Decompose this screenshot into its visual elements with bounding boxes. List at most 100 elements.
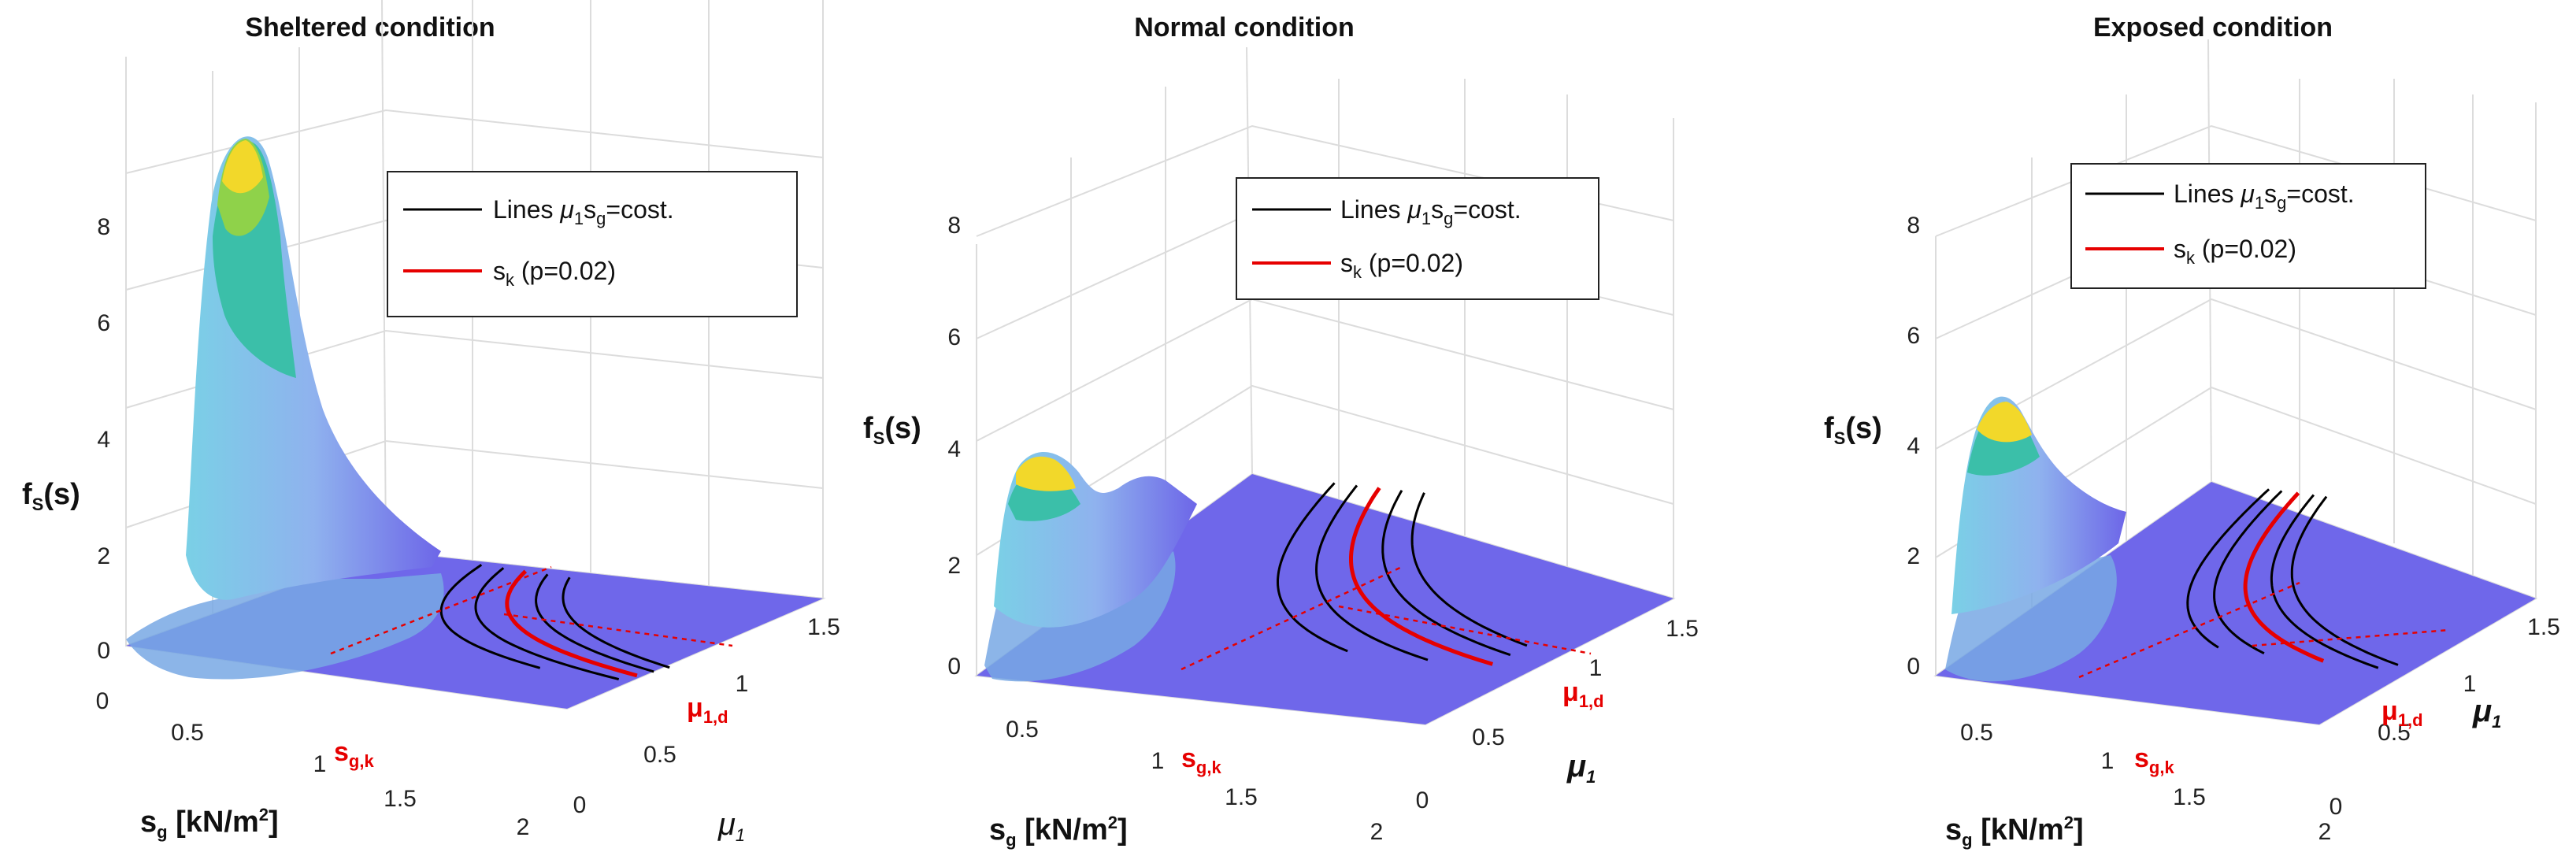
y-axis-label: μ1 (1566, 749, 1596, 787)
constant-line (1410, 492, 1528, 647)
x-axis-label: sg [kN/m2] (140, 805, 279, 842)
z-axis-ticks: 0 2 4 6 8 (1907, 213, 1920, 680)
z-axis-ticks: 0 2 4 6 8 (97, 214, 110, 664)
x-axis-ticks: 0.5 1 1.5 2 (1006, 717, 1383, 845)
x-tick-label: 1 (313, 751, 327, 777)
legend: Lines μ1sg=cost. sk (p=0.02) (2070, 163, 2426, 289)
constant-line (1381, 489, 1511, 657)
surface-peak-top (1016, 456, 1076, 491)
z-tick-label: 0 (1907, 654, 1920, 680)
x-tick-label: 0 (96, 688, 109, 714)
x-tick-label: 1.5 (2173, 784, 2206, 810)
ref-lines (2078, 581, 2450, 679)
z-axis-label: fS(s) (22, 478, 80, 514)
chart-title: Exposed condition (2093, 13, 2333, 43)
mu1d-annotation: μ1,d (2381, 696, 2423, 730)
y-tick-label: 1.5 (807, 614, 840, 640)
y-axis-ticks: 0 0.5 1 1.5 (573, 614, 840, 818)
sgk-annotation: sg,k (1181, 743, 1221, 777)
ref-lines (1181, 565, 1592, 671)
z-tick-label: 8 (947, 213, 961, 239)
legend: Lines μ1sg=cost. sk (p=0.02) (387, 171, 798, 317)
constant-lines (439, 564, 670, 681)
y-axis-ticks: 0 0.5 1 1.5 (1416, 616, 1699, 813)
chart-title: Normal condition (1134, 13, 1355, 43)
chart-title: Sheltered condition (245, 13, 495, 43)
y-tick-label: 1 (2463, 671, 2477, 697)
z-tick-label: 6 (1907, 323, 1920, 349)
z-tick-label: 4 (1907, 433, 1920, 459)
z-tick-label: 0 (97, 638, 110, 664)
constant-line (562, 576, 670, 669)
z-axis-label: fS(s) (863, 412, 921, 448)
x-tick-label: 0.5 (1960, 720, 1993, 746)
panel-sheltered: Sheltered condition 0 (22, 0, 840, 845)
z-tick-label: 0 (947, 654, 961, 680)
legend-entry-lines: Lines μ1sg=cost. (2174, 180, 2355, 213)
constant-line (439, 564, 541, 669)
x-tick-label: 2 (2318, 819, 2332, 845)
y-axis-ticks: 0 0.5 1 1.5 (2330, 614, 2560, 820)
surface-base-glow (126, 573, 444, 680)
legend: Lines μ1sg=cost. sk (p=0.02) (1236, 177, 1599, 300)
y-axis-label: μ1 (2472, 694, 2501, 732)
z-tick-label: 6 (947, 324, 961, 350)
x-axis-ticks: 0.5 1 1.5 2 (1960, 720, 2331, 845)
z-axis-label: fS(s) (1824, 412, 1882, 448)
y-tick-label: 0 (2330, 794, 2343, 820)
y-tick-label: 1.5 (2527, 614, 2560, 640)
sk-line (1349, 487, 1494, 666)
y-axis-label: μ1 (717, 807, 745, 845)
surface-peak-top (222, 140, 263, 194)
z-tick-label: 2 (1907, 543, 1920, 569)
x-tick-label: 0.5 (171, 720, 204, 746)
constant-line (2186, 488, 2270, 649)
y-tick-label: 0.5 (643, 742, 676, 768)
x-tick-label: 1 (1151, 748, 1165, 774)
constant-line (1277, 482, 1348, 653)
surface (1936, 396, 2536, 724)
constant-lines (2186, 488, 2399, 669)
z-tick-label: 2 (947, 553, 961, 579)
mu1d-annotation: μ1,d (1562, 677, 1604, 711)
legend-entry-sk: sk (p=0.02) (2174, 235, 2296, 268)
z-tick-label: 4 (97, 427, 110, 453)
sgk-annotation: sg,k (2134, 743, 2174, 777)
z-tick-label: 4 (947, 436, 961, 462)
constant-line (2213, 490, 2283, 655)
x-axis-ticks: 0 0.5 1 1.5 2 (96, 688, 530, 840)
surface-floor (1936, 482, 2536, 724)
sgk-annotation: sg,k (334, 737, 374, 771)
legend-entry-lines: Lines μ1sg=cost. (493, 195, 674, 228)
constant-line (2270, 494, 2379, 669)
legend-entry-lines: Lines μ1sg=cost. (1340, 195, 1522, 228)
sk-line (2243, 491, 2325, 663)
panel-exposed: Exposed condition 0 2 4 (1824, 13, 2560, 850)
constant-lines (1277, 482, 1528, 666)
constant-line (474, 567, 620, 681)
constant-line (535, 573, 654, 673)
z-axis-ticks: 0 2 4 6 8 (947, 213, 961, 680)
x-tick-label: 1.5 (1225, 784, 1258, 810)
legend-entry-sk: sk (p=0.02) (493, 257, 616, 290)
constant-line (1314, 484, 1429, 661)
y-tick-label: 1 (1589, 655, 1603, 681)
y-tick-label: 1 (736, 671, 749, 697)
x-tick-label: 2 (517, 814, 530, 840)
z-tick-label: 2 (97, 543, 110, 569)
y-tick-label: 0.5 (1472, 724, 1505, 750)
ref-lines (330, 565, 733, 655)
mu1d-annotation: μ1,d (687, 693, 728, 727)
x-tick-label: 2 (1370, 819, 1384, 845)
panel-normal: Normal condition 0 2 4 (863, 13, 1699, 850)
y-tick-label: 0 (573, 792, 587, 818)
z-tick-label: 8 (1907, 213, 1920, 239)
y-tick-label: 1.5 (1666, 616, 1699, 642)
x-tick-label: 1 (2101, 748, 2115, 774)
z-tick-label: 6 (97, 310, 110, 336)
y-tick-label: 0.5 (2378, 720, 2411, 746)
x-axis-label: sg [kN/m2] (989, 813, 1128, 850)
y-tick-label: 0 (1416, 787, 1429, 813)
constant-line (2290, 495, 2399, 666)
